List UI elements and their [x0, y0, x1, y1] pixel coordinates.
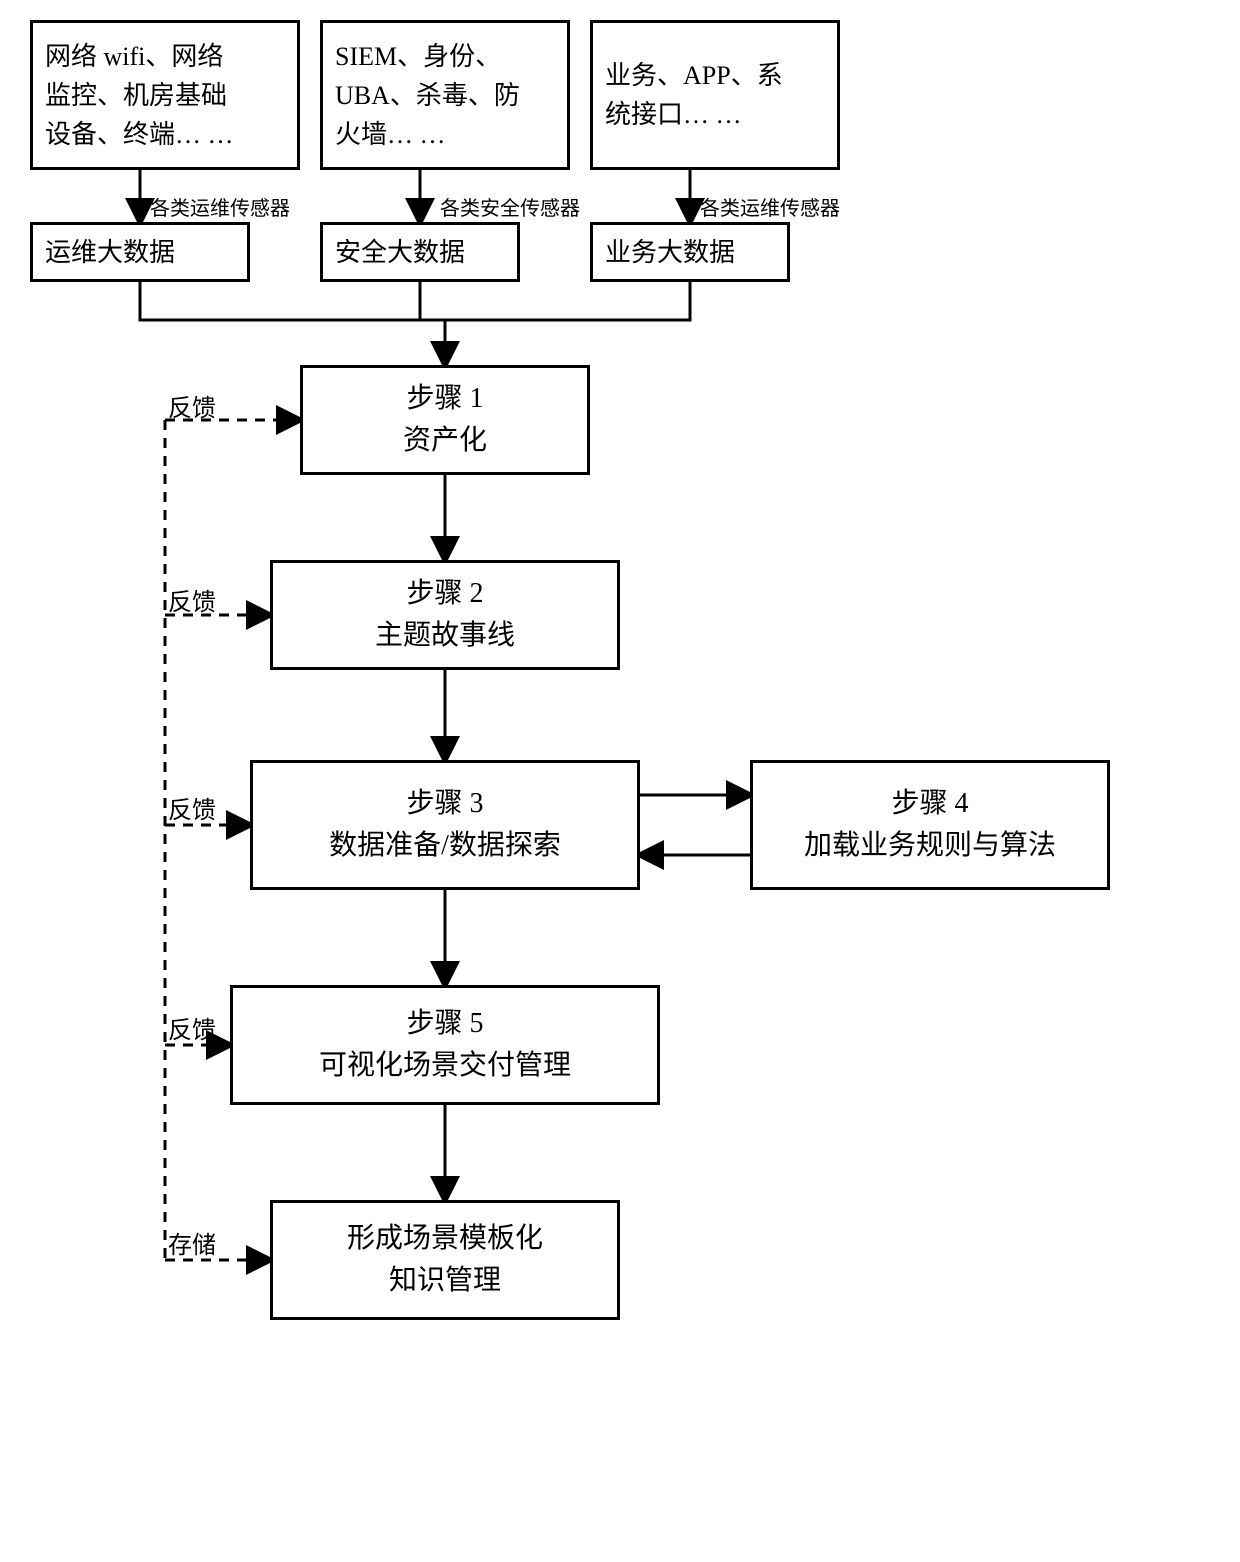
label-sl3: 各类运维传感器 [700, 192, 840, 221]
solid-arrow [445, 282, 690, 320]
box-s3-line: 步骤 3 [406, 783, 483, 825]
box-src1-line: 监控、机房基础 [45, 76, 227, 115]
box-src2-line: 火墙… … [335, 115, 446, 154]
box-s3-line: 数据准备/数据探索 [329, 825, 561, 867]
box-db3-line: 业务大数据 [605, 233, 735, 272]
label-fb4: 反馈 [168, 1010, 216, 1045]
label-fb5: 存储 [168, 1225, 216, 1260]
box-db3: 业务大数据 [590, 222, 790, 282]
label-fb3: 反馈 [168, 790, 216, 825]
box-src3-line: 统接口… … [605, 95, 742, 134]
box-s1-line: 资产化 [403, 420, 487, 462]
box-src3-line: 业务、APP、系 [605, 56, 783, 95]
box-s6: 形成场景模板化知识管理 [270, 1200, 620, 1320]
box-db1-line: 运维大数据 [45, 233, 175, 272]
solid-arrow [140, 282, 445, 320]
label-sl2: 各类安全传感器 [440, 192, 580, 221]
box-src2: SIEM、身份、UBA、杀毒、防火墙… … [320, 20, 570, 170]
box-src1-line: 网络 wifi、网络 [45, 37, 223, 76]
box-src2-line: UBA、杀毒、防 [335, 76, 520, 115]
box-s5-line: 可视化场景交付管理 [319, 1045, 571, 1087]
box-src3: 业务、APP、系统接口… … [590, 20, 840, 170]
box-db2-line: 安全大数据 [335, 233, 465, 272]
label-fb1: 反馈 [168, 388, 216, 423]
label-sl1: 各类运维传感器 [150, 192, 290, 221]
box-s4-line: 步骤 4 [891, 783, 968, 825]
box-s5-line: 步骤 5 [406, 1003, 483, 1045]
box-s1: 步骤 1资产化 [300, 365, 590, 475]
box-s3: 步骤 3数据准备/数据探索 [250, 760, 640, 890]
box-src2-line: SIEM、身份、 [335, 37, 501, 76]
box-s6-line: 知识管理 [389, 1260, 501, 1302]
box-s2-line: 步骤 2 [406, 573, 483, 615]
box-s1-line: 步骤 1 [406, 378, 483, 420]
box-src1-line: 设备、终端… … [45, 115, 234, 154]
box-s2: 步骤 2主题故事线 [270, 560, 620, 670]
label-fb2: 反馈 [168, 582, 216, 617]
box-db2: 安全大数据 [320, 222, 520, 282]
box-src1: 网络 wifi、网络监控、机房基础设备、终端… … [30, 20, 300, 170]
box-s4-line: 加载业务规则与算法 [804, 825, 1056, 867]
box-db1: 运维大数据 [30, 222, 250, 282]
box-s5: 步骤 5可视化场景交付管理 [230, 985, 660, 1105]
box-s6-line: 形成场景模板化 [347, 1218, 543, 1260]
box-s2-line: 主题故事线 [375, 615, 515, 657]
box-s4: 步骤 4加载业务规则与算法 [750, 760, 1110, 890]
